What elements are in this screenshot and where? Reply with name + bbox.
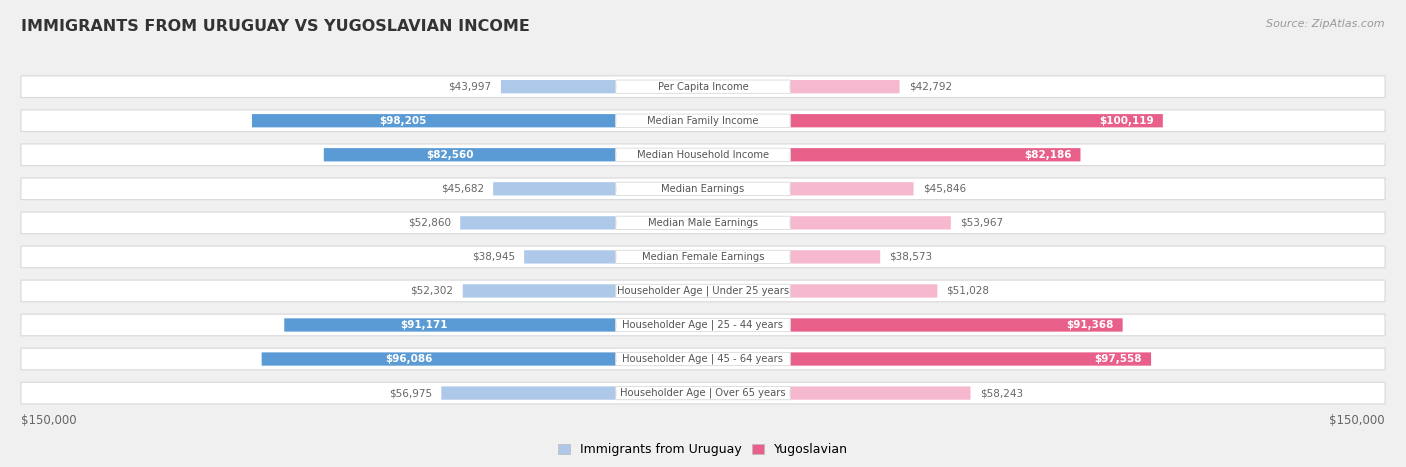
Text: $38,573: $38,573 bbox=[890, 252, 932, 262]
Text: $53,967: $53,967 bbox=[960, 218, 1002, 228]
FancyBboxPatch shape bbox=[616, 148, 790, 162]
Text: $52,302: $52,302 bbox=[411, 286, 454, 296]
FancyBboxPatch shape bbox=[790, 148, 1080, 162]
Legend: Immigrants from Uruguay, Yugoslavian: Immigrants from Uruguay, Yugoslavian bbox=[553, 439, 853, 461]
Text: $100,119: $100,119 bbox=[1099, 116, 1154, 126]
FancyBboxPatch shape bbox=[616, 114, 790, 127]
FancyBboxPatch shape bbox=[616, 284, 790, 297]
FancyBboxPatch shape bbox=[616, 386, 790, 400]
FancyBboxPatch shape bbox=[790, 353, 1152, 366]
FancyBboxPatch shape bbox=[21, 76, 1385, 98]
Text: Householder Age | Over 65 years: Householder Age | Over 65 years bbox=[620, 388, 786, 398]
FancyBboxPatch shape bbox=[21, 110, 1385, 132]
FancyBboxPatch shape bbox=[524, 250, 616, 263]
FancyBboxPatch shape bbox=[21, 314, 1385, 336]
Text: $38,945: $38,945 bbox=[472, 252, 515, 262]
Text: Median Male Earnings: Median Male Earnings bbox=[648, 218, 758, 228]
Text: $97,558: $97,558 bbox=[1094, 354, 1142, 364]
FancyBboxPatch shape bbox=[790, 80, 900, 93]
FancyBboxPatch shape bbox=[790, 318, 1122, 332]
Text: $91,368: $91,368 bbox=[1066, 320, 1114, 330]
Text: Median Household Income: Median Household Income bbox=[637, 150, 769, 160]
FancyBboxPatch shape bbox=[21, 246, 1385, 268]
FancyBboxPatch shape bbox=[21, 280, 1385, 302]
FancyBboxPatch shape bbox=[616, 250, 790, 263]
Text: $56,975: $56,975 bbox=[389, 388, 432, 398]
FancyBboxPatch shape bbox=[441, 386, 616, 400]
Text: Median Earnings: Median Earnings bbox=[661, 184, 745, 194]
FancyBboxPatch shape bbox=[21, 212, 1385, 234]
FancyBboxPatch shape bbox=[790, 182, 914, 196]
Text: IMMIGRANTS FROM URUGUAY VS YUGOSLAVIAN INCOME: IMMIGRANTS FROM URUGUAY VS YUGOSLAVIAN I… bbox=[21, 19, 530, 34]
FancyBboxPatch shape bbox=[262, 353, 616, 366]
FancyBboxPatch shape bbox=[494, 182, 616, 196]
Text: Householder Age | 25 - 44 years: Householder Age | 25 - 44 years bbox=[623, 320, 783, 330]
Text: $42,792: $42,792 bbox=[908, 82, 952, 92]
Text: $150,000: $150,000 bbox=[1330, 414, 1385, 427]
Text: $58,243: $58,243 bbox=[980, 388, 1022, 398]
FancyBboxPatch shape bbox=[323, 148, 616, 162]
FancyBboxPatch shape bbox=[460, 216, 616, 229]
FancyBboxPatch shape bbox=[616, 318, 790, 332]
Text: Householder Age | Under 25 years: Householder Age | Under 25 years bbox=[617, 286, 789, 296]
FancyBboxPatch shape bbox=[463, 284, 616, 297]
FancyBboxPatch shape bbox=[790, 114, 1163, 127]
Text: Per Capita Income: Per Capita Income bbox=[658, 82, 748, 92]
Text: $45,682: $45,682 bbox=[441, 184, 484, 194]
FancyBboxPatch shape bbox=[790, 284, 938, 297]
Text: $82,560: $82,560 bbox=[426, 150, 474, 160]
FancyBboxPatch shape bbox=[790, 386, 970, 400]
FancyBboxPatch shape bbox=[501, 80, 616, 93]
Text: $45,846: $45,846 bbox=[922, 184, 966, 194]
FancyBboxPatch shape bbox=[21, 348, 1385, 370]
Text: $52,860: $52,860 bbox=[408, 218, 451, 228]
FancyBboxPatch shape bbox=[616, 182, 790, 196]
Text: $96,086: $96,086 bbox=[385, 354, 433, 364]
FancyBboxPatch shape bbox=[616, 216, 790, 229]
Text: $82,186: $82,186 bbox=[1024, 150, 1071, 160]
Text: $43,997: $43,997 bbox=[449, 82, 492, 92]
FancyBboxPatch shape bbox=[790, 250, 880, 263]
FancyBboxPatch shape bbox=[252, 114, 616, 127]
Text: Source: ZipAtlas.com: Source: ZipAtlas.com bbox=[1267, 19, 1385, 28]
Text: $91,171: $91,171 bbox=[401, 320, 447, 330]
FancyBboxPatch shape bbox=[21, 144, 1385, 166]
Text: Householder Age | 45 - 64 years: Householder Age | 45 - 64 years bbox=[623, 354, 783, 364]
FancyBboxPatch shape bbox=[284, 318, 616, 332]
Text: Median Female Earnings: Median Female Earnings bbox=[641, 252, 765, 262]
Text: $51,028: $51,028 bbox=[946, 286, 990, 296]
FancyBboxPatch shape bbox=[790, 216, 950, 229]
FancyBboxPatch shape bbox=[616, 353, 790, 366]
FancyBboxPatch shape bbox=[21, 178, 1385, 199]
FancyBboxPatch shape bbox=[21, 382, 1385, 404]
Text: $98,205: $98,205 bbox=[380, 116, 426, 126]
Text: Median Family Income: Median Family Income bbox=[647, 116, 759, 126]
FancyBboxPatch shape bbox=[616, 80, 790, 93]
Text: $150,000: $150,000 bbox=[21, 414, 76, 427]
